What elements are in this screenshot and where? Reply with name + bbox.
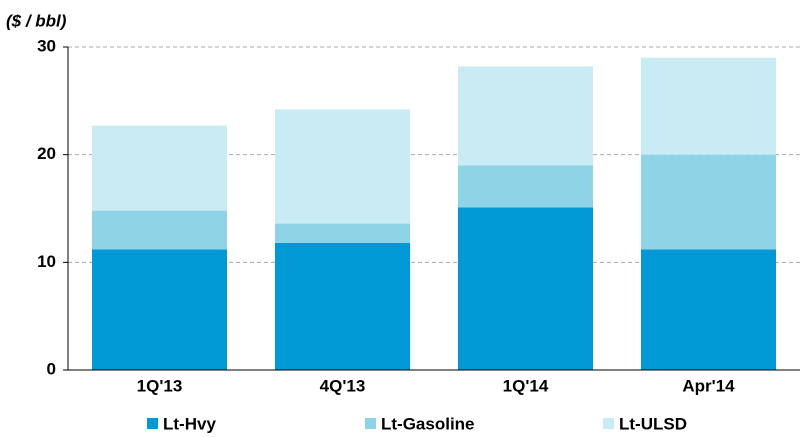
bar-segment [641, 57, 776, 155]
x-tick-label: 1Q'13 [137, 376, 183, 395]
bar-segment [641, 249, 776, 370]
y-tick-label: 0 [47, 359, 56, 378]
y-tick-label: 10 [37, 252, 56, 271]
bar-segment [275, 223, 410, 243]
legend-label: Lt-ULSD [619, 414, 687, 433]
bar-segment [641, 154, 776, 250]
bar-segment [92, 249, 227, 370]
legend-label: Lt-Hvy [163, 414, 216, 433]
bar-segment [275, 109, 410, 224]
bar-segment [92, 125, 227, 211]
legend-swatch [147, 418, 158, 429]
bar-segment [458, 66, 593, 166]
x-tick-label: Apr'14 [682, 376, 735, 395]
bar-segment [92, 210, 227, 250]
x-tick-label: 4Q'13 [320, 376, 366, 395]
x-tick-label: 1Q'14 [503, 376, 549, 395]
y-axis-label: ($ / bbl) [6, 11, 67, 30]
legend-swatch [365, 418, 376, 429]
y-tick-label: 30 [37, 36, 56, 55]
bar-segment [458, 165, 593, 208]
bar-segment [275, 242, 410, 370]
bar-segment [458, 207, 593, 370]
y-tick-label: 20 [37, 144, 56, 163]
legend-label: Lt-Gasoline [381, 414, 475, 433]
legend-swatch [603, 418, 614, 429]
